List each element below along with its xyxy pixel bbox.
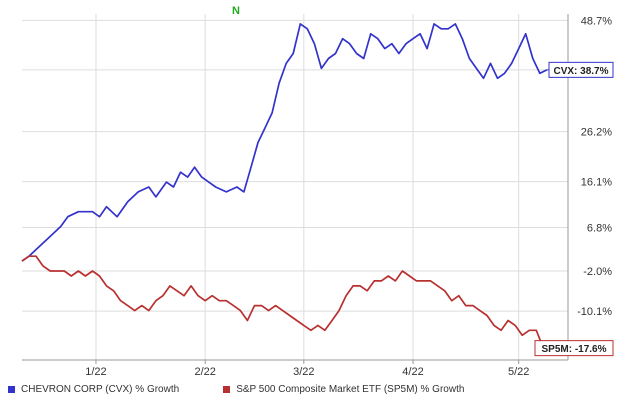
x-tick-label: 5/22 <box>508 366 529 378</box>
end-label-sp5m: SP5M: -17.6% <box>534 340 614 357</box>
legend-item-sp5m: S&P 500 Composite Market ETF (SP5M) % Gr… <box>223 384 464 395</box>
y-tick-label: 16.1% <box>581 177 612 189</box>
end-label-box <box>534 340 614 357</box>
end-label-text: SP5M: -17.6% <box>541 344 606 355</box>
end-label-text: CVX: 38.7% <box>553 66 608 77</box>
y-tick-label: 48.7% <box>581 15 612 27</box>
series-line-cvx <box>21 23 548 262</box>
end-label-box <box>548 61 614 78</box>
legend-label-cvx: CHEVRON CORP (CVX) % Growth <box>21 383 180 395</box>
y-tick-label: -10.1% <box>577 306 612 318</box>
x-tick-label: 3/22 <box>293 366 314 378</box>
event-marker-n: N <box>232 5 240 17</box>
x-tick-label: 1/22 <box>85 366 106 378</box>
series-layer <box>21 23 548 349</box>
legend-label-sp5m: S&P 500 Composite Market ETF (SP5M) % Gr… <box>236 383 465 395</box>
legend: CHEVRON CORP (CVX) % Growth S&P 500 Comp… <box>8 381 612 397</box>
grid-lines <box>22 14 568 360</box>
y-tick-label: 26.2% <box>581 127 612 139</box>
legend-swatch-cvx <box>8 385 15 393</box>
series-line-sp5m <box>21 255 545 349</box>
label-layer: 48.7%38.7%26.2%16.1%6.8%-2.0%-10.1%1/222… <box>85 5 614 378</box>
legend-swatch-sp5m <box>223 385 231 393</box>
end-label-cvx: CVX: 38.7% <box>546 61 614 78</box>
y-tick-label: 6.8% <box>587 223 612 235</box>
y-tick-label: -2.0% <box>583 266 612 278</box>
x-tick-label: 2/22 <box>194 366 215 378</box>
x-tick-label: 4/22 <box>402 366 423 378</box>
legend-item-cvx: CHEVRON CORP (CVX) % Growth <box>8 384 179 395</box>
